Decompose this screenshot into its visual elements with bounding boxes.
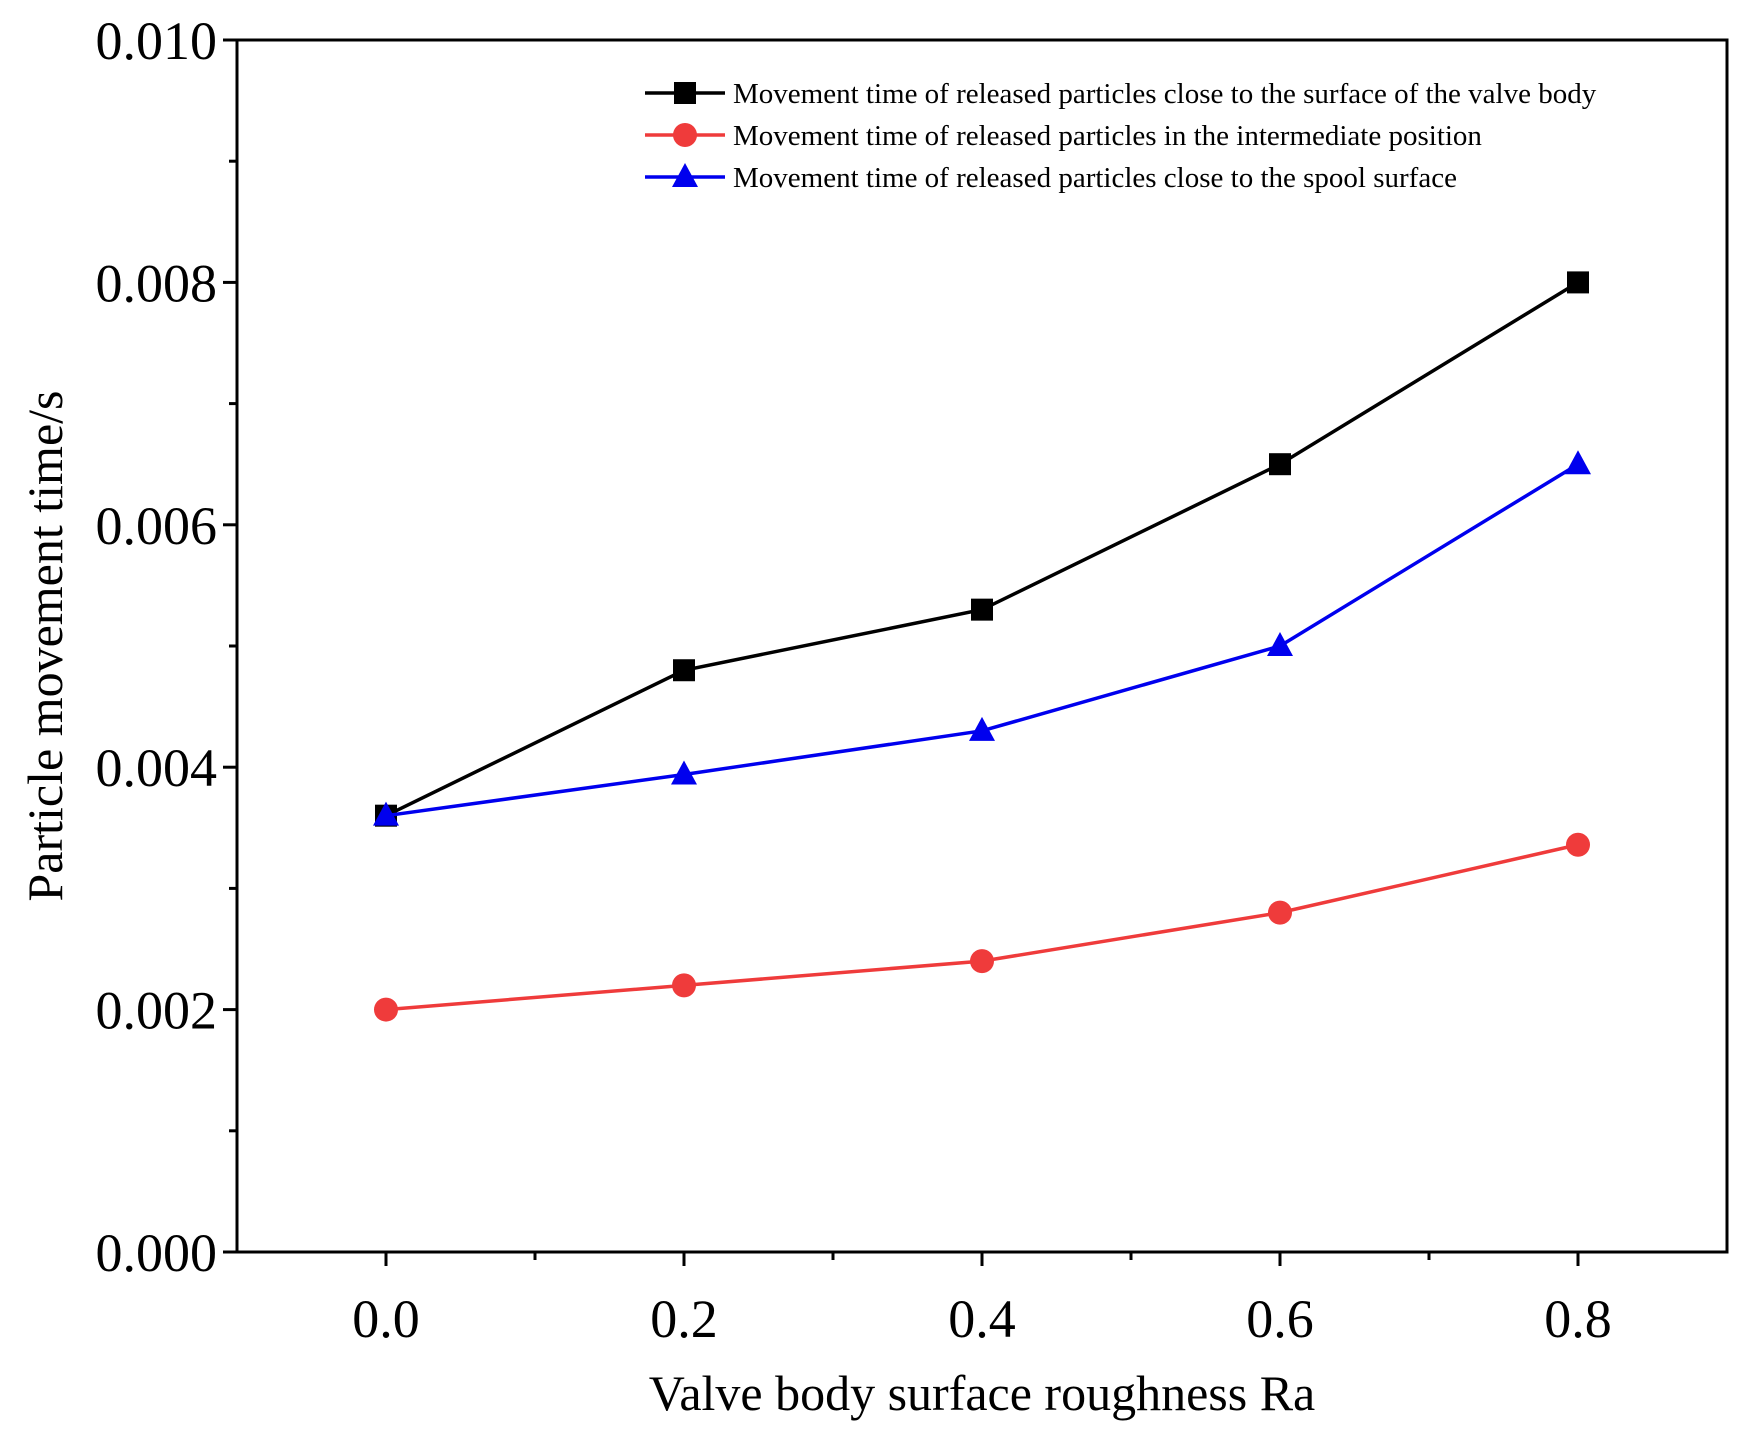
data-point	[671, 760, 697, 785]
data-point	[970, 949, 994, 974]
data-point	[1566, 832, 1590, 857]
y-axis-title: Particle movement time/s	[17, 391, 73, 902]
y-tick-label: 0.008	[96, 253, 218, 313]
y-tick-label: 0.006	[96, 496, 218, 556]
data-point	[672, 973, 696, 998]
x-tick-label: 0.8	[1544, 1289, 1612, 1349]
series-3	[373, 450, 1591, 826]
x-tick-label: 0.0	[352, 1289, 420, 1349]
series-2	[374, 832, 1590, 1022]
legend-swatch-marker	[672, 163, 698, 187]
x-tick-label: 0.4	[948, 1289, 1016, 1349]
data-point	[374, 997, 398, 1022]
x-tick-label: 0.2	[650, 1289, 718, 1349]
series-1	[375, 271, 1589, 827]
data-point	[673, 659, 695, 682]
legend-label: Movement time of released particles clos…	[733, 162, 1457, 194]
legend-label: Movement time of released particles in t…	[733, 120, 1482, 152]
x-axis-title: Valve body surface roughness Ra	[649, 1365, 1315, 1421]
series-line	[385, 843, 1579, 1012]
y-tick-label: 0.002	[96, 981, 218, 1041]
data-point	[1269, 453, 1291, 476]
legend: Movement time of released particles clos…	[645, 78, 1597, 194]
data-point	[1565, 450, 1591, 475]
legend-swatch-marker	[674, 82, 696, 104]
legend-label: Movement time of released particles clos…	[733, 78, 1597, 110]
data-point	[1267, 632, 1293, 656]
plot-frame	[235, 38, 1729, 1254]
axes-ticks	[223, 38, 1580, 1266]
legend-swatch-marker	[673, 123, 697, 147]
series-line	[385, 462, 1579, 818]
data-point	[969, 716, 995, 741]
data-point	[971, 598, 993, 621]
data-point	[1268, 900, 1292, 925]
tick-labels: 0.0 0.2 0.4 0.6 0.8 0.000 0.002 0.004 0.006 0.008…	[96, 11, 1612, 1349]
y-tick-label: 0.010	[96, 11, 218, 71]
data-point	[1567, 271, 1589, 294]
legend-item-1: Movement time of released particles clos…	[645, 78, 1597, 110]
x-tick-label: 0.6	[1246, 1289, 1314, 1349]
y-tick-label: 0.004	[96, 738, 218, 798]
series-layer	[373, 271, 1591, 1022]
y-tick-label: 0.000	[96, 1223, 218, 1283]
data-point	[373, 801, 399, 826]
legend-item-2: Movement time of released particles in t…	[645, 120, 1482, 152]
legend-item-3: Movement time of released particles clos…	[645, 162, 1457, 194]
